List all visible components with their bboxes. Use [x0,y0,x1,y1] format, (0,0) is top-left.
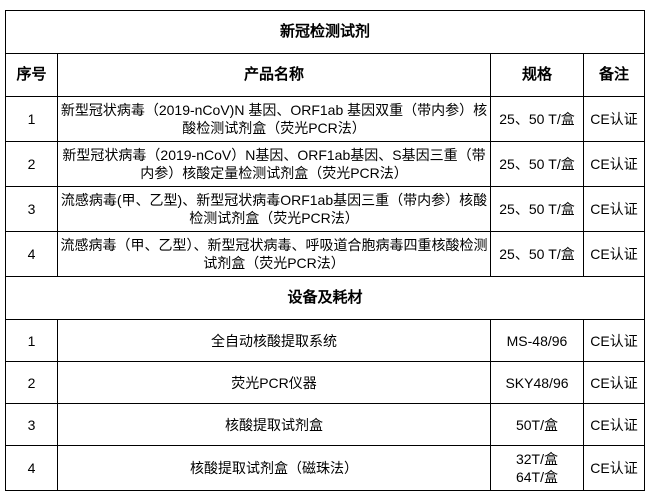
cell-name: 流感病毒(甲、乙型)、新型冠状病毒ORF1ab基因三重（带内参）核酸检测试剂盒（… [57,186,491,232]
spec-line: 32T/盒 [515,451,558,467]
cell-note: CE认证 [582,361,646,404]
cell-spec: SKY48/96 [490,361,584,404]
cell-note: CE认证 [582,96,646,142]
cell-note: CE认证 [582,445,646,491]
header-row: 序号 产品名称 规格 备注 [5,53,646,97]
product-table: 新冠检测试剂 序号 产品名称 规格 备注 1 新型冠状病毒（2019-nCoV)… [4,10,646,491]
cell-no: 1 [5,96,58,142]
cell-spec: 25、50 T/盒 [490,231,584,277]
section-title-reagents: 新冠检测试剂 [4,10,646,54]
cell-no: 2 [5,361,58,404]
table-row: 4 流感病毒（甲、乙型）、新型冠状病毒、呼吸道合胞病毒四重核酸检测试剂盒（荧光P… [5,231,646,277]
cell-no: 1 [5,319,58,362]
table-row: 3 核酸提取试剂盒 50T/盒 CE认证 [5,403,646,446]
header-spec: 规格 [490,53,584,97]
cell-no: 2 [5,141,58,187]
cell-name: 新型冠状病毒（2019-nCoV）N基因、ORF1ab基因、S基因三重（带内参）… [57,141,491,187]
cell-note: CE认证 [582,403,646,446]
cell-no: 3 [5,186,58,232]
cell-spec: 50T/盒 [490,403,584,446]
cell-spec: 32T/盒 64T/盒 [490,445,584,491]
table-row: 3 流感病毒(甲、乙型)、新型冠状病毒ORF1ab基因三重（带内参）核酸检测试剂… [5,186,646,232]
cell-note: CE认证 [582,141,646,187]
table-row: 2 新型冠状病毒（2019-nCoV）N基因、ORF1ab基因、S基因三重（带内… [5,141,646,187]
spec-line: 64T/盒 [515,469,558,485]
cell-no: 4 [5,231,58,277]
cell-name: 流感病毒（甲、乙型）、新型冠状病毒、呼吸道合胞病毒四重核酸检测试剂盒（荧光PCR… [57,231,491,277]
cell-spec: MS-48/96 [490,319,584,362]
table-row: 2 荧光PCR仪器 SKY48/96 CE认证 [5,361,646,404]
header-note: 备注 [582,53,646,97]
table-row: 1 新型冠状病毒（2019-nCoV)N 基因、ORF1ab 基因双重（带内参）… [5,96,646,142]
header-name: 产品名称 [57,53,491,97]
cell-name: 核酸提取试剂盒 [57,403,491,446]
header-no: 序号 [5,53,58,97]
cell-note: CE认证 [582,231,646,277]
section-title-equipment: 设备及耗材 [4,276,646,320]
cell-no: 3 [5,403,58,446]
cell-spec: 25、50 T/盒 [490,141,584,187]
cell-spec: 25、50 T/盒 [490,186,584,232]
cell-spec: 25、50 T/盒 [490,96,584,142]
table-row: 1 全自动核酸提取系统 MS-48/96 CE认证 [5,319,646,362]
cell-note: CE认证 [582,319,646,362]
cell-name: 荧光PCR仪器 [57,361,491,404]
cell-name: 全自动核酸提取系统 [57,319,491,362]
table-row: 4 核酸提取试剂盒（磁珠法） 32T/盒 64T/盒 CE认证 [5,445,646,491]
cell-name: 核酸提取试剂盒（磁珠法） [57,445,491,491]
cell-note: CE认证 [582,186,646,232]
cell-name: 新型冠状病毒（2019-nCoV)N 基因、ORF1ab 基因双重（带内参）核酸… [57,96,491,142]
cell-no: 4 [5,445,58,491]
